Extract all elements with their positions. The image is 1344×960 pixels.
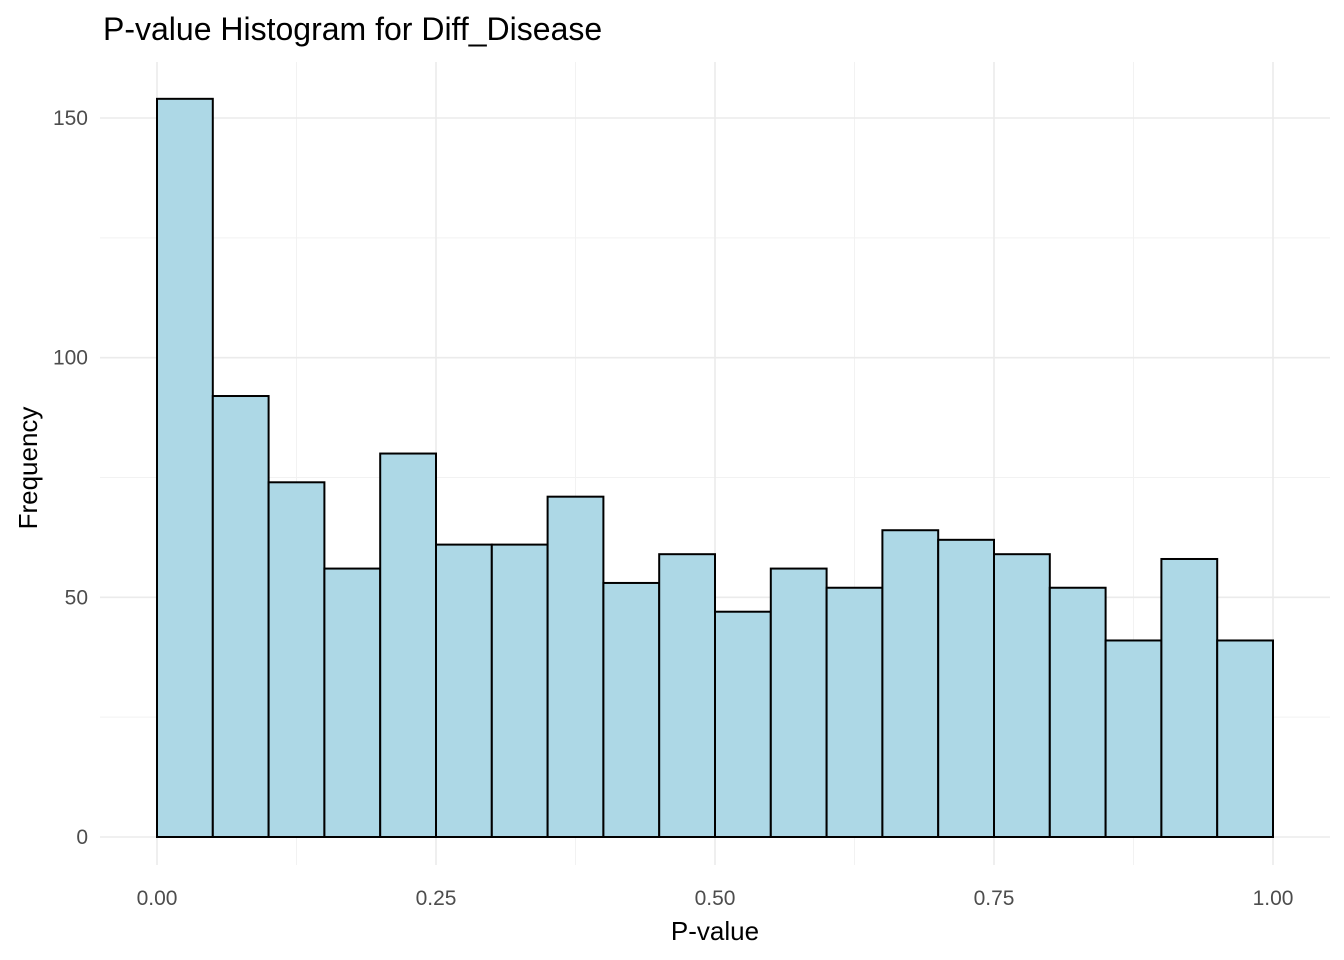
histogram-bar bbox=[156, 97, 214, 839]
histogram-bar bbox=[435, 543, 493, 839]
histogram-bar bbox=[546, 495, 605, 838]
histogram-bar bbox=[1160, 557, 1219, 839]
histogram-bar bbox=[825, 586, 884, 838]
x-tick-label: 1.00 bbox=[1253, 887, 1294, 910]
histogram-bar bbox=[714, 610, 772, 838]
x-tick-label: 0.75 bbox=[974, 887, 1015, 910]
x-axis-tick-labels: 0.00 0.25 0.50 0.75 1.00 bbox=[137, 887, 1294, 910]
histogram-bar bbox=[1104, 639, 1163, 838]
histogram-bar bbox=[1216, 639, 1274, 838]
x-axis-title: P-value bbox=[671, 916, 759, 946]
histogram-bar bbox=[323, 567, 382, 838]
y-axis-tick-labels: 0 50 100 150 bbox=[53, 107, 88, 849]
histogram-bar bbox=[1048, 586, 1107, 838]
histogram-bar bbox=[267, 481, 326, 838]
y-tick-label: 150 bbox=[53, 107, 88, 130]
x-tick-label: 0.00 bbox=[137, 887, 178, 910]
histogram-bars bbox=[156, 97, 1274, 839]
histogram-bar bbox=[658, 553, 717, 839]
histogram-bar bbox=[881, 529, 940, 839]
histogram-bar bbox=[769, 567, 828, 838]
histogram-bar bbox=[490, 543, 549, 839]
y-axis-title: Frequency bbox=[13, 407, 43, 530]
chart-title: P-value Histogram for Diff_Disease bbox=[103, 11, 602, 47]
y-tick-label: 0 bbox=[76, 826, 88, 849]
histogram-bar bbox=[937, 538, 996, 839]
x-tick-label: 0.50 bbox=[695, 887, 736, 910]
histogram-bar bbox=[602, 581, 661, 838]
x-tick-label: 0.25 bbox=[416, 887, 457, 910]
histogram-bar bbox=[379, 452, 438, 838]
histogram-bar bbox=[993, 553, 1051, 839]
histogram-bar bbox=[211, 395, 270, 838]
y-tick-label: 50 bbox=[65, 586, 88, 609]
y-tick-label: 100 bbox=[53, 347, 88, 370]
